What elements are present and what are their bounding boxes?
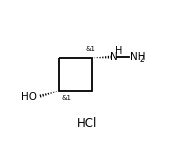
Text: &1: &1 bbox=[61, 95, 71, 102]
Text: HO: HO bbox=[21, 92, 37, 102]
Text: HCl: HCl bbox=[77, 117, 97, 130]
Text: NH: NH bbox=[130, 52, 145, 62]
Text: N: N bbox=[110, 52, 118, 62]
Text: 2: 2 bbox=[139, 55, 144, 64]
Text: &1: &1 bbox=[86, 46, 96, 52]
Text: H: H bbox=[115, 46, 122, 56]
